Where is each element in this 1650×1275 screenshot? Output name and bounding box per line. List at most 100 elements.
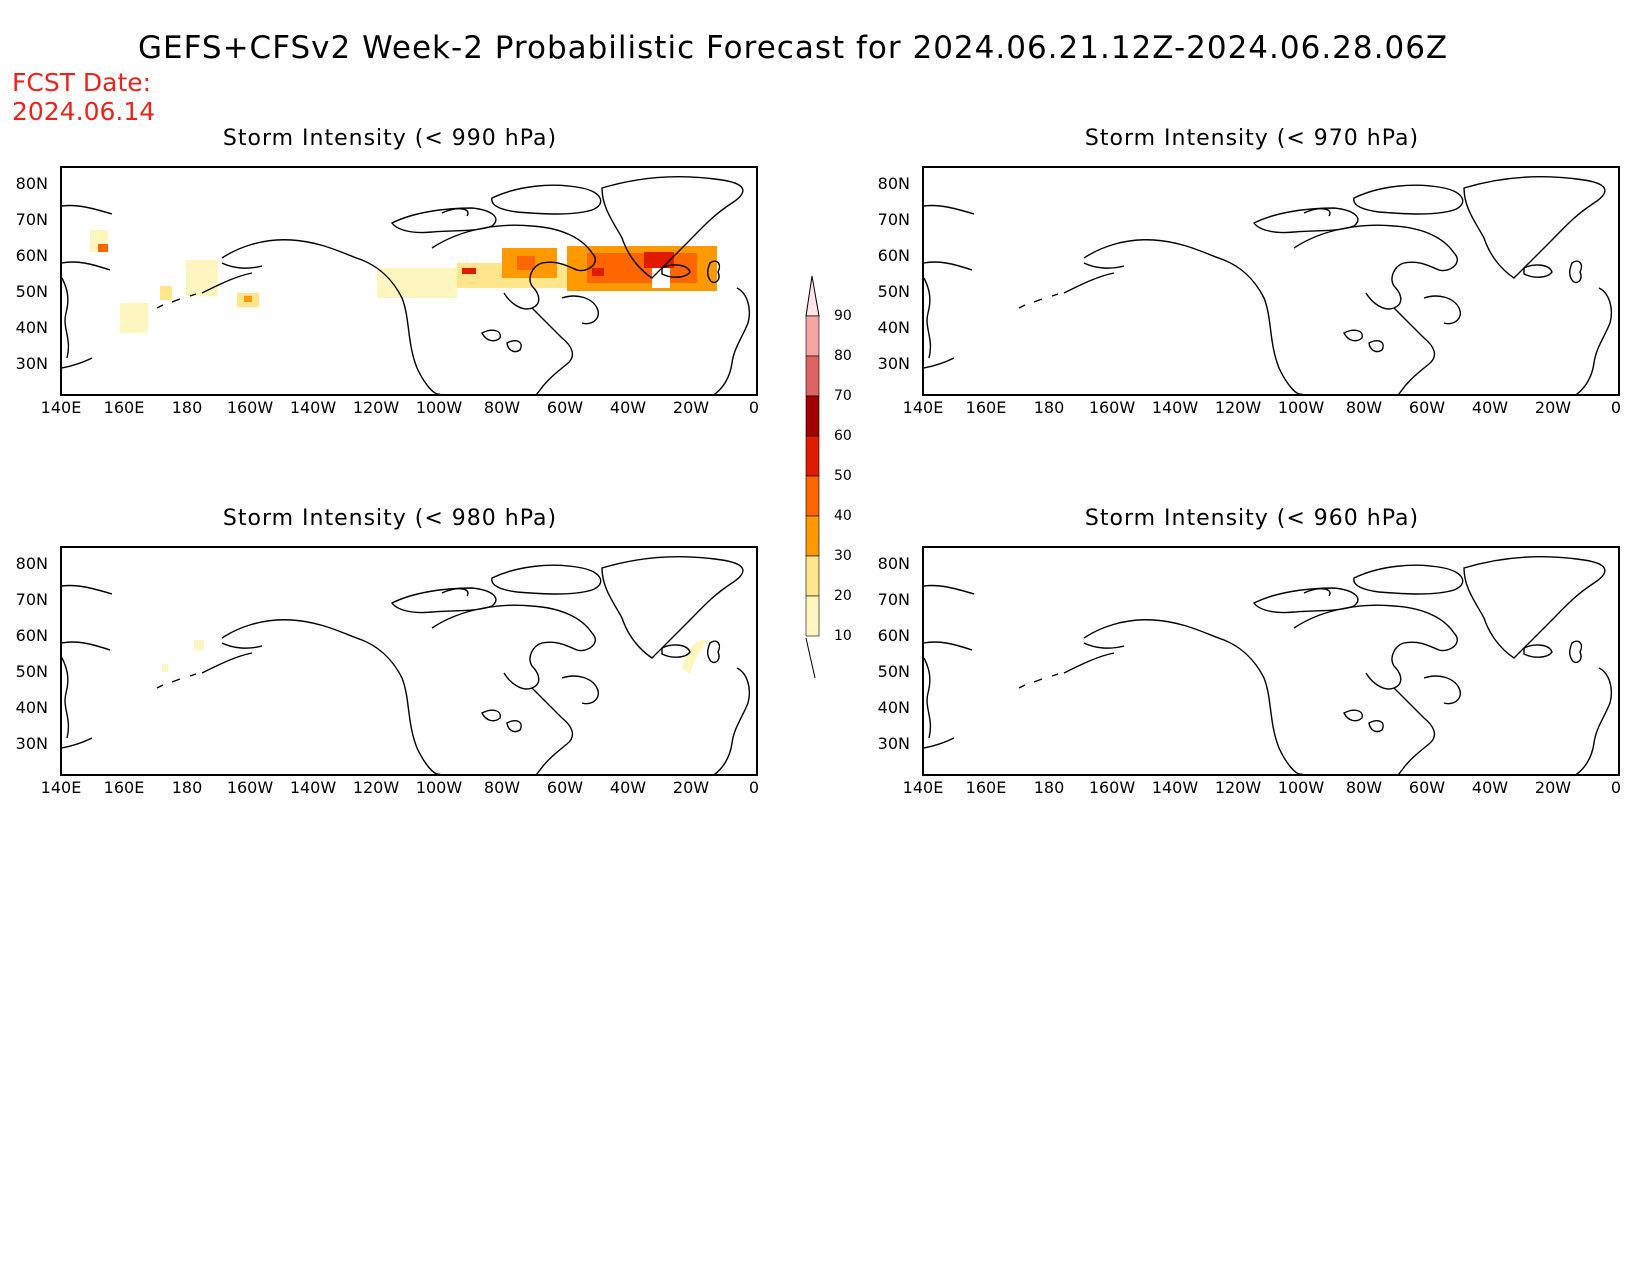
- x-tick-label: 160E: [965, 398, 1007, 417]
- x-tick-label: 80W: [1345, 398, 1383, 417]
- colorbar-label: 90: [834, 308, 852, 324]
- x-tick-label: 160E: [965, 778, 1007, 797]
- x-tick-label: 180: [171, 398, 203, 417]
- map-canvas: [924, 556, 1613, 774]
- x-tick-label: 0: [748, 778, 760, 797]
- y-tick-label: 60N: [15, 626, 48, 645]
- colorbar-box: [805, 355, 820, 397]
- forecast-date-label: FCST Date:: [12, 68, 152, 97]
- x-tick-label: 140W: [289, 778, 337, 797]
- map-990hpa: [60, 166, 758, 396]
- x-tick-label: 100W: [415, 398, 463, 417]
- colorbar-boxes: [805, 315, 820, 637]
- x-tick-label: 20W: [1534, 778, 1572, 797]
- map-980hpa: [60, 546, 758, 776]
- panel-title: Storm Intensity (< 980 hPa): [222, 506, 558, 531]
- y-tick-label: 80N: [877, 174, 910, 193]
- map-canvas: [924, 176, 1613, 394]
- colorbar-label: 60: [834, 428, 852, 444]
- y-tick-label: 40N: [877, 698, 910, 717]
- colorbar-label: 30: [834, 548, 852, 564]
- y-tick-label: 60N: [15, 246, 48, 265]
- map-970hpa: [922, 166, 1620, 396]
- x-tick-label: 40W: [609, 778, 647, 797]
- colorbar-box: [805, 515, 820, 557]
- map-960hpa: [922, 546, 1620, 776]
- x-tick-label: 160E: [103, 398, 145, 417]
- map-canvas: [62, 556, 751, 774]
- x-tick-label: 180: [171, 778, 203, 797]
- x-tick-label: 180: [1033, 398, 1065, 417]
- x-tick-label: 40W: [609, 398, 647, 417]
- colorbar: 90 80 70 60 50 40 30 20 10: [805, 272, 885, 682]
- colorbar-label: 40: [834, 508, 852, 524]
- x-tick-label: 140E: [902, 778, 944, 797]
- y-tick-label: 50N: [15, 662, 48, 681]
- x-tick-label: 140W: [1151, 398, 1199, 417]
- colorbar-label: 10: [834, 628, 852, 644]
- panel-960hpa: Storm Intensity (< 960 hPa) 80N 70N 60N …: [862, 506, 1642, 806]
- x-tick-label: 20W: [1534, 398, 1572, 417]
- panel-title: Storm Intensity (< 960 hPa): [1084, 506, 1420, 531]
- x-tick-label: 0: [1610, 398, 1622, 417]
- y-tick-label: 30N: [877, 734, 910, 753]
- x-tick-label: 60W: [546, 778, 584, 797]
- colorbar-bottom-cap: [805, 637, 816, 679]
- x-tick-label: 20W: [672, 778, 710, 797]
- y-tick-label: 80N: [15, 554, 48, 573]
- colorbar-label: 50: [834, 468, 852, 484]
- colorbar-box: [805, 595, 820, 637]
- x-tick-label: 140E: [40, 778, 82, 797]
- x-tick-label: 0: [748, 398, 760, 417]
- x-tick-label: 100W: [415, 778, 463, 797]
- x-tick-label: 140W: [1151, 778, 1199, 797]
- y-tick-label: 60N: [877, 626, 910, 645]
- y-tick-label: 40N: [877, 318, 910, 337]
- map-canvas: [62, 176, 751, 394]
- probability-shading: [162, 639, 707, 674]
- figure-title: GEFS+CFSv2 Week-2 Probabilistic Forecast…: [138, 30, 1449, 66]
- y-tick-label: 80N: [877, 554, 910, 573]
- y-tick-label: 30N: [877, 354, 910, 373]
- y-tick-label: 40N: [15, 318, 48, 337]
- x-tick-label: 40W: [1471, 398, 1509, 417]
- colorbar-label: 20: [834, 588, 852, 604]
- x-tick-label: 140W: [289, 398, 337, 417]
- x-tick-label: 160W: [226, 778, 274, 797]
- y-tick-label: 30N: [15, 734, 48, 753]
- x-tick-label: 160W: [1088, 778, 1136, 797]
- colorbar-box: [805, 315, 820, 357]
- colorbar-box: [805, 555, 820, 597]
- colorbar-svg: [805, 275, 820, 679]
- y-tick-label: 60N: [877, 246, 910, 265]
- panel-title: Storm Intensity (< 990 hPa): [222, 126, 558, 151]
- x-tick-label: 0: [1610, 778, 1622, 797]
- x-tick-label: 120W: [1214, 398, 1262, 417]
- y-tick-label: 30N: [15, 354, 48, 373]
- x-tick-label: 180: [1033, 778, 1065, 797]
- probability-shading: [90, 230, 717, 333]
- colorbar-label: 80: [834, 348, 852, 364]
- y-tick-label: 70N: [877, 590, 910, 609]
- y-tick-label: 70N: [15, 590, 48, 609]
- colorbar-label: 70: [834, 388, 852, 404]
- x-tick-label: 60W: [546, 398, 584, 417]
- y-tick-label: 50N: [15, 282, 48, 301]
- y-tick-label: 50N: [877, 662, 910, 681]
- y-tick-label: 80N: [15, 174, 48, 193]
- x-tick-label: 60W: [1408, 398, 1446, 417]
- forecast-date-value: 2024.06.14: [12, 97, 156, 126]
- y-tick-label: 70N: [15, 210, 48, 229]
- panel-title: Storm Intensity (< 970 hPa): [1084, 126, 1420, 151]
- forecast-date: FCST Date: 2024.06.14: [12, 68, 155, 126]
- panel-990hpa: Storm Intensity (< 990 hPa): [0, 126, 780, 426]
- panel-970hpa: Storm Intensity (< 970 hPa) 80N 70N 60N …: [862, 126, 1642, 426]
- x-tick-label: 100W: [1277, 778, 1325, 797]
- x-tick-label: 20W: [672, 398, 710, 417]
- x-tick-label: 80W: [483, 398, 521, 417]
- coastlines: [924, 556, 1613, 774]
- colorbar-box: [805, 395, 820, 437]
- y-tick-label: 40N: [15, 698, 48, 717]
- x-tick-label: 160W: [226, 398, 274, 417]
- x-tick-label: 160E: [103, 778, 145, 797]
